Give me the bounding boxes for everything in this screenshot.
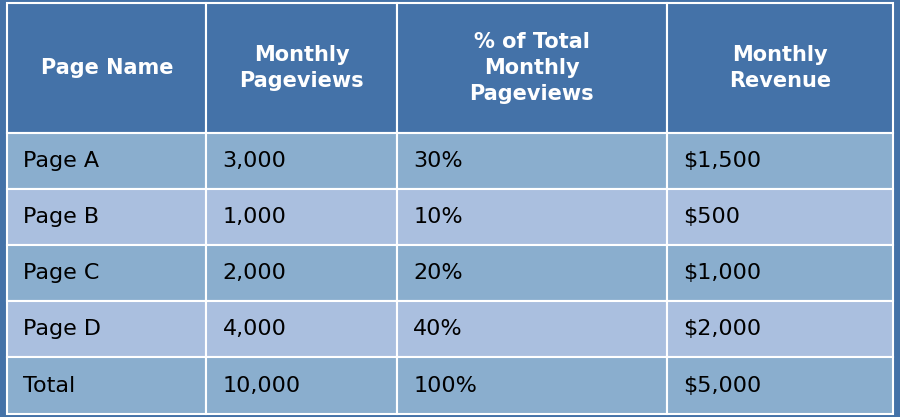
Text: Monthly
Revenue: Monthly Revenue	[729, 45, 831, 91]
Text: Page B: Page B	[23, 207, 100, 227]
FancyBboxPatch shape	[206, 357, 397, 414]
FancyBboxPatch shape	[667, 133, 893, 189]
Text: Total: Total	[23, 376, 76, 396]
FancyBboxPatch shape	[7, 301, 206, 357]
FancyBboxPatch shape	[397, 133, 667, 189]
Text: 4,000: 4,000	[222, 319, 286, 339]
FancyBboxPatch shape	[7, 245, 206, 301]
Text: 40%: 40%	[413, 319, 463, 339]
FancyBboxPatch shape	[667, 245, 893, 301]
FancyBboxPatch shape	[667, 3, 893, 133]
Text: % of Total
Monthly
Pageviews: % of Total Monthly Pageviews	[470, 32, 594, 104]
FancyBboxPatch shape	[206, 189, 397, 245]
Text: $5,000: $5,000	[683, 376, 761, 396]
FancyBboxPatch shape	[206, 133, 397, 189]
Text: Page Name: Page Name	[40, 58, 173, 78]
Text: Page D: Page D	[23, 319, 102, 339]
Text: 100%: 100%	[413, 376, 477, 396]
FancyBboxPatch shape	[206, 3, 397, 133]
Text: 2,000: 2,000	[222, 263, 286, 283]
FancyBboxPatch shape	[206, 245, 397, 301]
Text: $500: $500	[683, 207, 740, 227]
Text: 1,000: 1,000	[222, 207, 286, 227]
FancyBboxPatch shape	[206, 301, 397, 357]
FancyBboxPatch shape	[397, 245, 667, 301]
Text: Monthly
Pageviews: Monthly Pageviews	[239, 45, 364, 91]
FancyBboxPatch shape	[667, 301, 893, 357]
Text: 3,000: 3,000	[222, 151, 286, 171]
Text: 30%: 30%	[413, 151, 463, 171]
FancyBboxPatch shape	[667, 357, 893, 414]
FancyBboxPatch shape	[667, 189, 893, 245]
FancyBboxPatch shape	[7, 357, 206, 414]
Text: $2,000: $2,000	[683, 319, 761, 339]
Text: $1,500: $1,500	[683, 151, 761, 171]
FancyBboxPatch shape	[397, 189, 667, 245]
Text: Page A: Page A	[23, 151, 100, 171]
Text: $1,000: $1,000	[683, 263, 761, 283]
FancyBboxPatch shape	[397, 301, 667, 357]
Text: 20%: 20%	[413, 263, 463, 283]
FancyBboxPatch shape	[7, 189, 206, 245]
FancyBboxPatch shape	[397, 3, 667, 133]
Text: Page C: Page C	[23, 263, 100, 283]
Text: 10%: 10%	[413, 207, 463, 227]
Text: 10,000: 10,000	[222, 376, 301, 396]
FancyBboxPatch shape	[7, 3, 206, 133]
FancyBboxPatch shape	[397, 357, 667, 414]
FancyBboxPatch shape	[7, 133, 206, 189]
